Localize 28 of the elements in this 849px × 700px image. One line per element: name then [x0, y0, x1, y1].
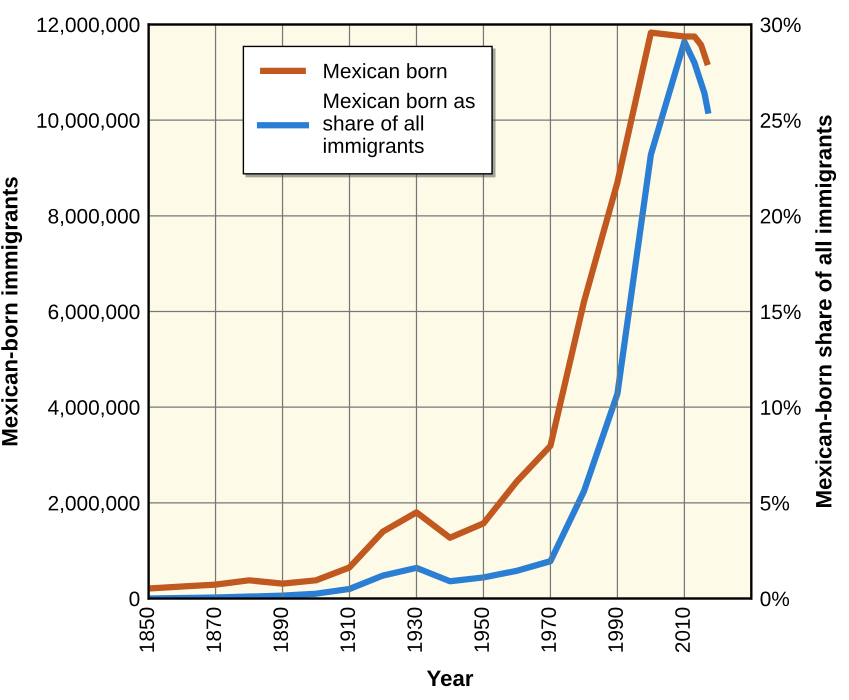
x-tick-label: 1950: [474, 608, 490, 652]
y-tick-label: 10,000,000: [38, 113, 140, 130]
y2-tick-label: 25%: [760, 113, 801, 128]
y-tick-label: 8,000,000: [48, 208, 140, 226]
y2-tick-label: 20%: [760, 208, 801, 224]
y2-axis-title: Mexican-born share of all immigrants: [815, 115, 836, 507]
y2-tick-label: 10%: [761, 400, 801, 415]
y2-tick-label: 15%: [761, 304, 801, 320]
y-tick-label: 4,000,000: [48, 400, 140, 418]
x-tick-label: 1990: [608, 608, 624, 652]
x-tick-label: 1870: [206, 608, 222, 652]
x-tick-label: 1850: [139, 608, 154, 652]
legend-label: Mexican born as share of all immigrants: [323, 92, 475, 158]
x-tick-label: 1890: [273, 608, 288, 652]
y-tick-label: 0: [129, 592, 140, 606]
y-tick-label: 12,000,000: [38, 18, 140, 35]
x-axis-title: Year: [426, 670, 474, 686]
y-tick-label: 2,000,000: [48, 496, 140, 514]
x-tick-label: 1930: [407, 608, 422, 652]
x-tick-label: 1970: [541, 608, 556, 652]
y2-tick-label: 5%: [760, 496, 790, 511]
y-tick-label: 6,000,000: [48, 304, 140, 322]
x-tick-label: 1910: [340, 608, 356, 652]
y2-tick-label: 0%: [760, 592, 790, 606]
x-tick-label: 2010: [675, 608, 690, 652]
legend-label: Mexican born: [324, 63, 446, 78]
y-axis-title: Mexican-born immigrants: [1, 177, 22, 446]
y2-tick-label: 30%: [760, 18, 801, 32]
